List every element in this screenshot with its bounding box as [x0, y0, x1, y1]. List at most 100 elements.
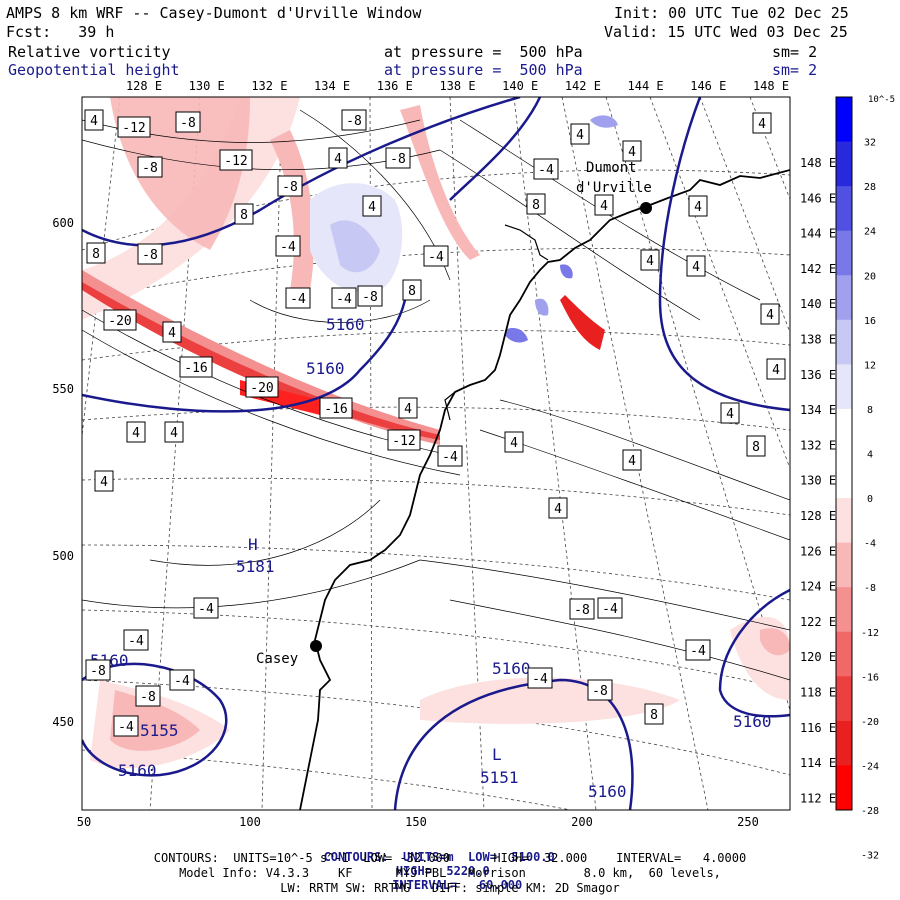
svg-text:4: 4: [168, 326, 176, 341]
y-axis-label: 550: [52, 382, 74, 396]
footer-model-info: Model Info: V4.3.3 KF MYJ PBL Morrison 8…: [179, 866, 721, 880]
vorticity-labels: 4 -12 -8 -8 -12 -8 4 -8 8 -4 -8 8 4 -8 -8 -4 -4 -4 8 4 -20 -1…: [84, 109, 786, 737]
colorbar-cell: [836, 97, 852, 143]
svg-text:8: 8: [650, 708, 658, 723]
vorticity-label: -8: [85, 659, 111, 681]
vorticity-label: 4: [640, 249, 660, 271]
vorticity-label: -4: [123, 629, 149, 651]
station-label-casey: Casey: [256, 651, 298, 667]
vorticity-label: -8: [587, 679, 613, 701]
field1-smoothing: sm= 2: [772, 43, 818, 61]
svg-text:8: 8: [240, 208, 248, 223]
colorbar-cell: [836, 319, 852, 365]
svg-text:8: 8: [752, 440, 760, 455]
vorticity-label: -8: [137, 243, 163, 265]
colorbar-tick-label: -24: [861, 761, 879, 772]
vorticity-label: -8: [277, 175, 303, 197]
vorticity-label: -8: [137, 156, 163, 178]
colorbar-cell: [836, 230, 852, 276]
svg-text:-12: -12: [122, 121, 145, 136]
vorticity-label: 4: [94, 470, 114, 492]
vorticity-label: -4: [331, 287, 357, 309]
colorbar-cell: [836, 453, 852, 499]
footer-height-interval: INTERVAL= 60.000: [392, 878, 523, 892]
vorticity-label: 4: [760, 303, 780, 325]
top-longitude-label: 128 E: [126, 79, 162, 93]
field1-name: Relative vorticity: [8, 43, 171, 61]
svg-text:4: 4: [170, 426, 178, 441]
y-axis-label: 450: [52, 715, 74, 729]
svg-text:-12: -12: [392, 434, 415, 449]
svg-text:-8: -8: [362, 290, 378, 305]
vorticity-label: -4: [597, 597, 623, 619]
svg-text:-4: -4: [336, 292, 352, 307]
svg-text:4: 4: [646, 254, 654, 269]
vorticity-label: -4: [285, 287, 311, 309]
low-center-symbol: L: [492, 745, 502, 764]
svg-text:-16: -16: [324, 402, 347, 417]
height-label: 5160: [326, 315, 365, 334]
vorticity-label: -4: [437, 445, 463, 467]
right-latitude-label: 114 E: [800, 756, 836, 770]
svg-text:8: 8: [532, 198, 540, 213]
vorticity-label: 4: [720, 402, 740, 424]
right-latitude-label: 130 E: [800, 474, 836, 488]
height-label: 5160: [588, 782, 627, 801]
colorbar-units: 10^-5 s^-1: [868, 95, 900, 105]
svg-text:-4: -4: [602, 602, 618, 617]
station-label-dumont-line2: d'Urville: [576, 180, 652, 196]
colorbar-cell: [836, 408, 852, 454]
svg-text:8: 8: [92, 247, 100, 262]
chart-title: AMPS 8 km WRF -- Casey-Dumont d'Urville …: [6, 4, 422, 22]
svg-text:-4: -4: [174, 674, 190, 689]
x-axis-label: 100: [239, 815, 261, 829]
vorticity-label: -16: [179, 356, 213, 378]
svg-text:-20: -20: [250, 381, 273, 396]
svg-text:4: 4: [694, 200, 702, 215]
vorticity-label: 4: [126, 421, 146, 443]
x-axis-label: 150: [405, 815, 427, 829]
right-latitude-label: 126 E: [800, 544, 836, 558]
height-label: 5160: [492, 659, 531, 678]
vorticity-label: 4: [686, 255, 706, 277]
footer-height-low: CONTOURS: UNITS=m LOW= 5100.0: [323, 850, 555, 864]
right-latitude-label: 122 E: [800, 615, 836, 629]
vorticity-label: 4: [752, 112, 772, 134]
vorticity-label: -20: [103, 309, 137, 331]
top-longitude-label: 142 E: [565, 79, 601, 93]
svg-text:-4: -4: [198, 602, 214, 617]
svg-text:4: 4: [692, 260, 700, 275]
top-longitude-label: 146 E: [690, 79, 726, 93]
vorticity-label: -8: [135, 685, 161, 707]
colorbar-tick-label: -4: [864, 539, 876, 550]
low-center-value: 5151: [480, 768, 519, 787]
svg-text:4: 4: [90, 114, 98, 129]
colorbar-cell: [836, 186, 852, 232]
colorbar-cell: [836, 631, 852, 677]
colorbar-tick-label: -8: [864, 583, 876, 594]
svg-text:-8: -8: [390, 152, 406, 167]
svg-text:4: 4: [726, 407, 734, 422]
vorticity-label: -4: [169, 669, 195, 691]
colorbar-tick-label: 24: [864, 227, 876, 238]
vorticity-label: -12: [219, 149, 253, 171]
svg-text:4: 4: [334, 152, 342, 167]
colorbar: [835, 96, 853, 811]
colorbar-cell: [836, 587, 852, 633]
svg-text:-4: -4: [290, 292, 306, 307]
colorbar-tick-label: 4: [867, 450, 873, 461]
colorbar-tick-label: 20: [864, 271, 876, 282]
vorticity-label: -12: [387, 429, 421, 451]
colorbar-cell: [836, 720, 852, 766]
vorticity-label: 8: [234, 203, 254, 225]
colorbar-tick-label: 28: [864, 182, 876, 193]
vorticity-label: -4: [533, 158, 559, 180]
svg-text:-4: -4: [442, 450, 458, 465]
right-latitude-label: 120 E: [800, 650, 836, 664]
top-longitude-label: 130 E: [189, 79, 225, 93]
vorticity-label: 8: [746, 435, 766, 457]
svg-text:4: 4: [100, 475, 108, 490]
x-axis-label: 50: [77, 815, 91, 829]
colorbar-outline: [835, 96, 853, 811]
svg-text:-12: -12: [224, 154, 247, 169]
